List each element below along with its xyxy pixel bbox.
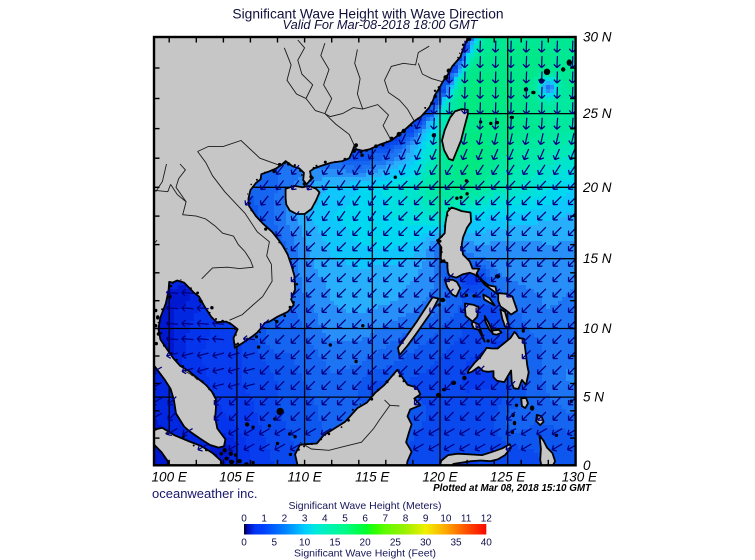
svg-text:Significant Wave Height (Meter: Significant Wave Height (Meters) <box>288 500 441 512</box>
svg-text:5 N: 5 N <box>583 390 604 405</box>
svg-text:130 E: 130 E <box>562 470 598 485</box>
svg-text:oceanweather inc.: oceanweather inc. <box>152 486 258 501</box>
svg-text:20: 20 <box>360 538 372 549</box>
svg-text:6: 6 <box>362 514 368 525</box>
svg-text:Plotted at Mar 08, 2018 15:10: Plotted at Mar 08, 2018 15:10 GMT <box>433 483 592 494</box>
svg-text:35: 35 <box>450 538 462 549</box>
svg-text:105 E: 105 E <box>219 470 255 485</box>
svg-text:7: 7 <box>383 514 389 525</box>
svg-text:115 E: 115 E <box>355 470 390 485</box>
svg-text:15 N: 15 N <box>583 251 612 266</box>
svg-text:4: 4 <box>322 514 328 525</box>
svg-text:8: 8 <box>403 514 409 525</box>
svg-text:0: 0 <box>241 538 247 549</box>
svg-text:9: 9 <box>423 514 429 525</box>
svg-text:12: 12 <box>481 514 493 525</box>
svg-text:3: 3 <box>302 514 308 525</box>
svg-text:Significant Wave Height with W: Significant Wave Height with Wave Direct… <box>232 7 503 22</box>
svg-text:10: 10 <box>440 514 452 525</box>
svg-text:110 E: 110 E <box>287 470 322 485</box>
svg-text:30: 30 <box>420 538 432 549</box>
svg-text:10 N: 10 N <box>583 321 612 336</box>
svg-text:0: 0 <box>241 514 247 525</box>
svg-text:125 E: 125 E <box>490 470 526 485</box>
svg-text:Valid For Mar-08-2018 18:00 GM: Valid For Mar-08-2018 18:00 GMT <box>283 17 479 32</box>
svg-text:25 N: 25 N <box>582 106 612 121</box>
svg-text:120 E: 120 E <box>422 470 458 485</box>
svg-text:2: 2 <box>282 514 288 525</box>
svg-text:0: 0 <box>583 458 591 473</box>
svg-text:11: 11 <box>461 514 472 525</box>
svg-text:40: 40 <box>481 538 493 549</box>
svg-text:25: 25 <box>390 538 402 549</box>
svg-text:15: 15 <box>329 538 341 549</box>
svg-text:30 N: 30 N <box>583 30 612 45</box>
svg-text:5: 5 <box>342 514 348 525</box>
svg-text:20 N: 20 N <box>582 180 612 195</box>
svg-text:1: 1 <box>261 514 267 525</box>
svg-text:Significant Wave Height (Feet): Significant Wave Height (Feet) <box>294 548 436 560</box>
svg-text:10: 10 <box>299 538 311 549</box>
svg-text:100 E: 100 E <box>152 470 188 485</box>
svg-text:5: 5 <box>272 538 278 549</box>
